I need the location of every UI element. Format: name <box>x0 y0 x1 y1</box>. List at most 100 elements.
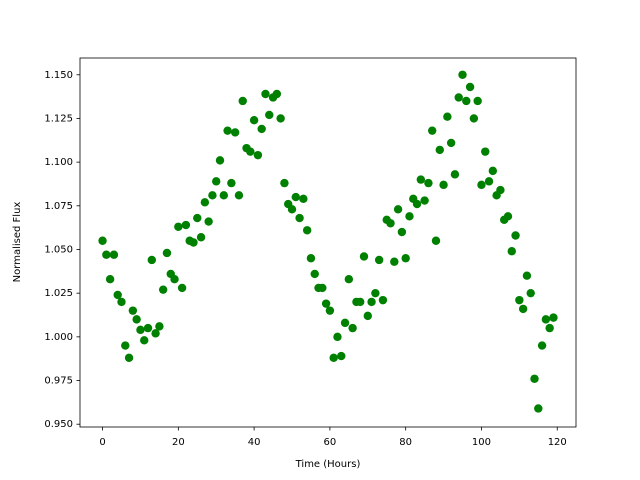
point <box>132 315 141 324</box>
point <box>109 250 119 259</box>
point <box>496 185 505 195</box>
point <box>454 93 463 102</box>
point <box>124 353 134 363</box>
point <box>170 274 179 284</box>
point <box>257 124 266 134</box>
point <box>234 191 244 200</box>
point <box>193 213 202 223</box>
point <box>238 96 247 106</box>
point <box>302 226 312 235</box>
point <box>140 336 149 345</box>
point <box>227 178 236 188</box>
point <box>488 166 498 176</box>
point <box>219 191 228 200</box>
point <box>450 170 460 179</box>
point <box>446 138 456 148</box>
y-tick-label: 1.050 <box>44 244 73 255</box>
point <box>329 353 338 363</box>
point <box>143 323 153 333</box>
point <box>412 199 422 209</box>
point <box>272 89 282 99</box>
point <box>515 295 524 305</box>
y-tick-label: 1.075 <box>44 201 73 212</box>
x-axis-label: Time (Hours) <box>295 459 361 470</box>
point <box>439 180 448 190</box>
point <box>374 255 384 265</box>
point <box>287 205 297 214</box>
point <box>249 115 259 125</box>
point <box>518 304 528 314</box>
point <box>306 254 316 263</box>
y-tick-label: 1.100 <box>44 157 73 168</box>
point <box>344 274 354 284</box>
point <box>105 274 115 284</box>
point <box>416 175 426 184</box>
x-tick-label: 40 <box>248 437 261 448</box>
point <box>223 126 232 135</box>
point <box>378 295 388 305</box>
point <box>522 271 532 280</box>
point <box>181 220 191 230</box>
point <box>340 318 350 328</box>
point <box>469 114 479 123</box>
y-tick-label: 1.125 <box>44 113 73 124</box>
point <box>443 112 452 121</box>
point <box>117 297 126 307</box>
point <box>337 351 346 361</box>
y-tick-label: 0.975 <box>44 376 73 387</box>
point <box>511 231 520 240</box>
x-tick-label: 120 <box>548 437 567 448</box>
point <box>530 374 539 383</box>
point <box>420 196 429 205</box>
point <box>477 180 486 190</box>
point <box>507 247 516 256</box>
point <box>534 404 543 413</box>
point <box>189 238 198 247</box>
point <box>246 147 255 156</box>
point <box>295 213 304 223</box>
point <box>371 288 380 298</box>
x-tick-label: 100 <box>472 437 491 448</box>
point <box>484 177 494 186</box>
y-tick-label: 1.025 <box>44 288 73 299</box>
point <box>359 252 369 261</box>
point <box>545 323 554 333</box>
point <box>537 341 547 350</box>
plot-frame <box>79 57 577 428</box>
point <box>261 89 270 99</box>
point <box>151 329 160 338</box>
point <box>310 269 319 279</box>
point <box>318 283 327 293</box>
y-tick-label: 0.950 <box>44 419 73 430</box>
point <box>102 250 111 259</box>
point <box>215 156 225 165</box>
point <box>208 191 217 200</box>
point <box>393 205 403 214</box>
point <box>424 178 433 188</box>
point <box>526 288 535 298</box>
point <box>196 233 206 242</box>
point <box>280 178 289 188</box>
y-axis-label: Normalised Flux <box>12 202 23 283</box>
y-tick-label: 1.000 <box>44 332 73 343</box>
y-tick-label: 1.150 <box>44 70 73 81</box>
point <box>367 297 376 307</box>
point <box>363 311 372 321</box>
x-tick-label: 80 <box>399 437 412 448</box>
point <box>155 322 164 331</box>
point <box>465 82 475 92</box>
x-tick-label: 20 <box>172 437 185 448</box>
point <box>174 222 183 231</box>
point <box>356 297 365 307</box>
point <box>291 192 300 202</box>
point <box>162 248 172 258</box>
point <box>113 290 122 300</box>
point <box>253 150 263 160</box>
point <box>265 110 274 120</box>
x-tick-label: 0 <box>99 437 105 448</box>
point <box>333 332 342 342</box>
point <box>325 306 335 315</box>
point <box>204 217 213 226</box>
point <box>299 194 308 204</box>
